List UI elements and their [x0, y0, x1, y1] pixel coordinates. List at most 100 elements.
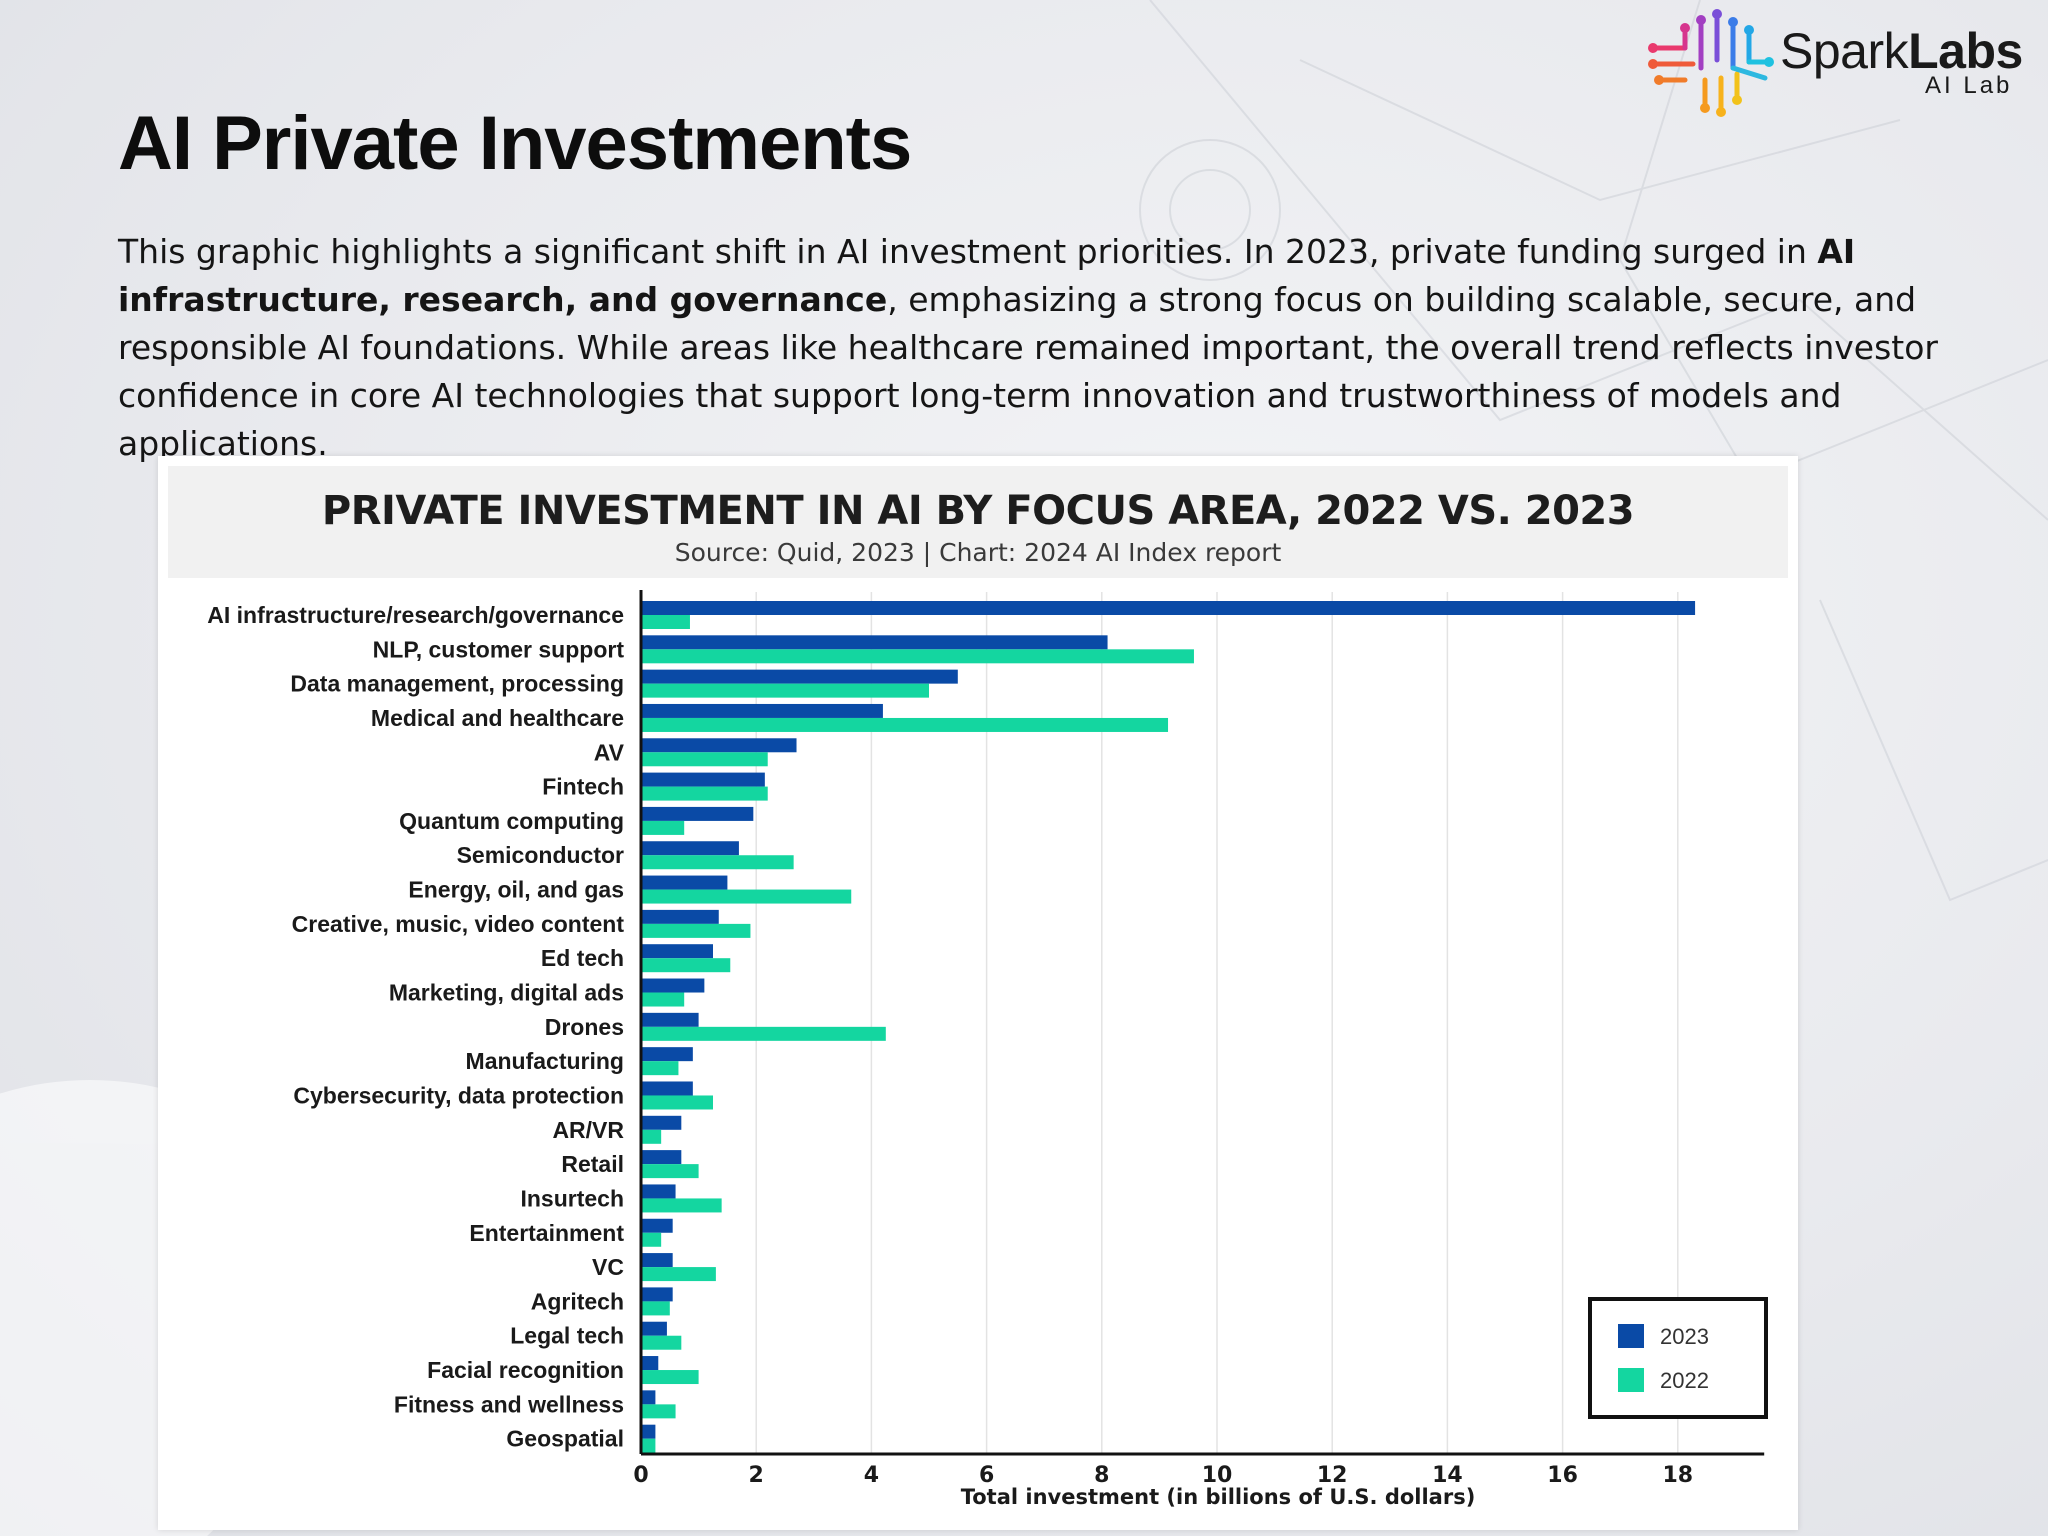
category-label: Creative, music, video content	[292, 911, 625, 937]
bar-chart: AI infrastructure/research/governance NLP…	[207, 590, 1768, 1509]
chart-title: PRIVATE INVESTMENT IN AI BY FOCUS AREA, …	[321, 488, 1635, 534]
bar	[641, 1026, 886, 1041]
x-tick-label: 12	[1317, 1463, 1348, 1488]
bar	[641, 1267, 716, 1282]
category-label: Agritech	[531, 1288, 624, 1314]
bar	[641, 1424, 656, 1439]
bar	[641, 1047, 693, 1062]
category-label: AI infrastructure/research/governance	[207, 602, 624, 628]
x-tick-label: 6	[979, 1463, 994, 1488]
category-label: Energy, oil, and gas	[408, 877, 624, 903]
intro-text-end: , emphasizing a strong focus on building…	[118, 280, 1938, 463]
category-label: NLP, customer support	[373, 636, 625, 662]
category-label: Ed tech	[541, 945, 624, 971]
bar	[641, 875, 728, 890]
bar	[641, 1335, 682, 1350]
category-label: Fitness and wellness	[394, 1391, 624, 1417]
bar	[641, 992, 685, 1007]
legend-box	[1588, 1297, 1768, 1419]
intro-paragraph: This graphic highlights a significant sh…	[118, 228, 1998, 468]
x-tick-label: 18	[1662, 1463, 1693, 1488]
category-label: Quantum computing	[399, 808, 624, 834]
bar	[641, 1198, 722, 1213]
bar	[641, 703, 883, 718]
category-label: Data management, processing	[290, 671, 624, 697]
bar	[641, 683, 929, 698]
brand-name: SparkLabs	[1780, 22, 2023, 80]
bar	[641, 889, 852, 904]
category-label: Drones	[545, 1014, 624, 1040]
category-label: Retail	[561, 1151, 624, 1177]
chart-header: PRIVATE INVESTMENT IN AI BY FOCUS AREA, …	[168, 466, 1788, 578]
x-tick-label: 10	[1202, 1463, 1233, 1488]
category-label: Medical and healthcare	[371, 705, 624, 731]
bar	[641, 855, 794, 870]
bar	[641, 717, 1169, 732]
category-label: Facial recognition	[427, 1357, 624, 1383]
bar	[641, 1012, 699, 1027]
bar	[641, 1184, 676, 1199]
category-label: AR/VR	[552, 1117, 624, 1143]
category-label: Manufacturing	[466, 1048, 624, 1074]
bar	[641, 1301, 670, 1316]
x-tick-label: 0	[633, 1463, 648, 1488]
brand-logo[interactable]: SparkLabs AI Lab	[1645, 8, 2040, 120]
bar	[641, 978, 705, 993]
legend-label: 2023	[1660, 1324, 1709, 1349]
category-label: Semiconductor	[457, 842, 624, 868]
intro-text-start: This graphic highlights a significant sh…	[118, 232, 1818, 271]
legend-label: 2022	[1660, 1368, 1709, 1393]
bar	[641, 923, 751, 938]
chart-card: PRIVATE INVESTMENT IN AI BY FOCUS AREA, …	[158, 456, 1798, 1530]
category-label: Geospatial	[506, 1426, 624, 1452]
legend-swatch	[1618, 1368, 1644, 1392]
brand-subtitle: AI Lab	[1925, 72, 2013, 99]
bar	[641, 1081, 693, 1096]
bar	[641, 1356, 659, 1371]
bar	[641, 1253, 673, 1268]
x-tick-label: 8	[1094, 1463, 1109, 1488]
x-tick-label: 4	[864, 1463, 879, 1488]
bar	[641, 1129, 662, 1144]
chart-source: Source: Quid, 2023 | Chart: 2024 AI Inde…	[674, 538, 1282, 567]
bar	[641, 635, 1108, 650]
bar	[641, 1164, 699, 1179]
page-title: AI Private Investments	[118, 101, 912, 186]
intro-text-highlight: AI infrastructure, research, and governa…	[118, 232, 1856, 319]
category-label: VC	[592, 1254, 624, 1280]
bar	[641, 601, 1696, 615]
legend-swatch	[1618, 1324, 1644, 1348]
bar	[641, 944, 713, 959]
bar	[641, 786, 768, 801]
bar	[641, 669, 958, 684]
bar	[641, 806, 754, 821]
category-label: Insurtech	[520, 1185, 624, 1211]
bar	[641, 1370, 699, 1385]
bar	[641, 1390, 656, 1405]
bar	[641, 958, 731, 973]
bar	[641, 738, 797, 753]
bar	[641, 820, 685, 835]
category-label: Legal tech	[510, 1323, 624, 1349]
bar	[641, 1115, 682, 1130]
bar	[641, 1150, 682, 1165]
category-label: Fintech	[542, 774, 624, 800]
bar	[641, 1404, 676, 1419]
brand-name-light: Spark	[1780, 23, 1909, 79]
x-tick-label: 2	[749, 1463, 764, 1488]
bar	[641, 1438, 656, 1453]
bar	[641, 1218, 673, 1233]
bar	[641, 909, 719, 924]
bar	[641, 752, 768, 767]
bar	[641, 649, 1194, 664]
x-axis-label: Total investment (in billions of U.S. do…	[961, 1485, 1476, 1509]
bar	[641, 1287, 673, 1302]
circuit-logo-icon	[1648, 9, 1774, 117]
category-label: Marketing, digital ads	[389, 980, 624, 1006]
category-label: Entertainment	[469, 1220, 624, 1246]
brand-name-bold: Labs	[1908, 23, 2023, 79]
x-tick-label: 14	[1432, 1463, 1463, 1488]
bar	[641, 772, 765, 787]
bar	[641, 1232, 662, 1247]
category-label: AV	[594, 739, 625, 765]
